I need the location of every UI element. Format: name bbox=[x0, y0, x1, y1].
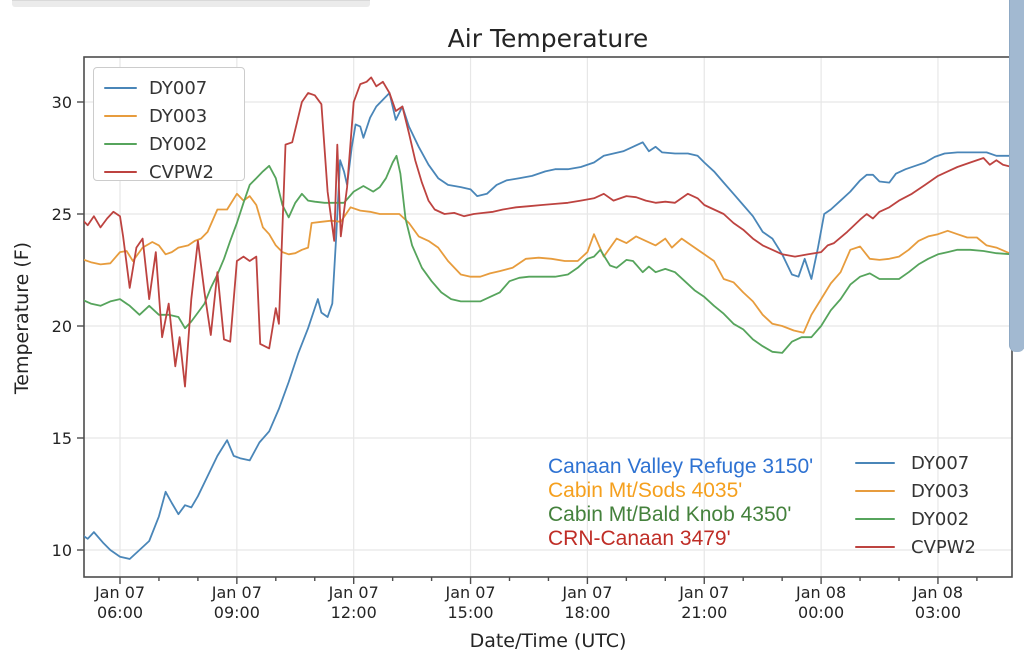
x-tick-label-date: Jan 07 bbox=[678, 583, 729, 602]
dy002-line-swatch bbox=[855, 517, 895, 521]
y-tick-label: 25 bbox=[52, 205, 72, 224]
browser-progress-bar bbox=[12, 0, 370, 7]
x-tick-label-date: Jan 07 bbox=[444, 583, 495, 602]
x-tick-label-time: 00:00 bbox=[798, 603, 844, 622]
legend-bottom-right: DY007 DY003 DY002 CVPW2 bbox=[855, 449, 1005, 561]
legend-entry-dy007: DY007 bbox=[104, 74, 244, 102]
legend-entry-dy003: DY003 bbox=[104, 102, 244, 130]
legend-entry-cvpw2: CVPW2 bbox=[855, 533, 1005, 561]
x-tick-label-date: Jan 07 bbox=[561, 583, 612, 602]
dy003-line-swatch bbox=[104, 114, 137, 118]
legend-label: DY002 bbox=[911, 508, 970, 530]
dy003-line-swatch bbox=[855, 489, 895, 493]
legend-label: CVPW2 bbox=[149, 161, 214, 183]
x-tick-label-date: Jan 07 bbox=[211, 583, 262, 602]
x-tick-label-time: 03:00 bbox=[915, 603, 961, 622]
x-tick-label-time: 12:00 bbox=[331, 603, 377, 622]
x-tick-label-date: Jan 07 bbox=[94, 583, 145, 602]
x-tick-label-time: 21:00 bbox=[681, 603, 727, 622]
x-tick-label-time: 15:00 bbox=[447, 603, 493, 622]
page-scrollbar-thumb[interactable] bbox=[1009, 0, 1024, 352]
legend-label: DY003 bbox=[149, 105, 208, 127]
chart-title: Air Temperature bbox=[447, 24, 649, 53]
legend-label: DY007 bbox=[911, 452, 970, 474]
dy007-line-swatch bbox=[855, 461, 895, 465]
y-tick-label: 20 bbox=[52, 317, 72, 336]
cvpw2-line-swatch bbox=[104, 170, 137, 174]
legend-entry-dy007: DY007 bbox=[855, 449, 1005, 477]
annotation-cabin-mt-sods: Cabin Mt/Sods 4035' bbox=[548, 479, 743, 502]
y-tick-label: 15 bbox=[52, 429, 72, 448]
series-line-dy002 bbox=[84, 154, 1012, 354]
y-axis-label: Temperature (F) bbox=[11, 241, 33, 395]
dy007-line-swatch bbox=[104, 86, 137, 90]
legend-label: DY002 bbox=[149, 133, 208, 155]
x-tick-label-date: Jan 08 bbox=[912, 583, 963, 602]
legend-entry-dy003: DY003 bbox=[855, 477, 1005, 505]
series-line-dy003 bbox=[84, 192, 1012, 334]
station-annotations: Canaan Valley Refuge 3150' Cabin Mt/Sods… bbox=[548, 455, 813, 551]
annotation-crn-canaan: CRN-Canaan 3479' bbox=[548, 527, 731, 550]
y-tick-label: 30 bbox=[52, 93, 72, 112]
cvpw2-line-swatch bbox=[855, 545, 895, 549]
series-line-dy007 bbox=[84, 92, 1012, 560]
legend-top-left: DY007 DY003 DY002 CVPW2 bbox=[93, 67, 245, 183]
x-axis-label: Date/Time (UTC) bbox=[469, 630, 627, 652]
series-line-cvpw2 bbox=[84, 76, 1012, 388]
legend-entry-cvpw2: CVPW2 bbox=[104, 158, 244, 186]
x-tick-label-time: 18:00 bbox=[564, 603, 610, 622]
x-tick-label-date: Jan 08 bbox=[795, 583, 846, 602]
dy002-line-swatch bbox=[104, 142, 137, 146]
x-tick-label-date: Jan 07 bbox=[328, 583, 379, 602]
legend-entry-dy002: DY002 bbox=[855, 505, 1005, 533]
legend-label: DY003 bbox=[911, 480, 970, 502]
legend-label: DY007 bbox=[149, 77, 208, 99]
annotation-canaan-valley-refuge: Canaan Valley Refuge 3150' bbox=[548, 455, 814, 478]
y-tick-label: 10 bbox=[52, 541, 72, 560]
annotation-cabin-mt-bald-knob: Cabin Mt/Bald Knob 4350' bbox=[548, 503, 792, 526]
x-tick-label-time: 06:00 bbox=[97, 603, 143, 622]
x-tick-label-time: 09:00 bbox=[214, 603, 260, 622]
legend-entry-dy002: DY002 bbox=[104, 130, 244, 158]
legend-label: CVPW2 bbox=[911, 536, 976, 558]
